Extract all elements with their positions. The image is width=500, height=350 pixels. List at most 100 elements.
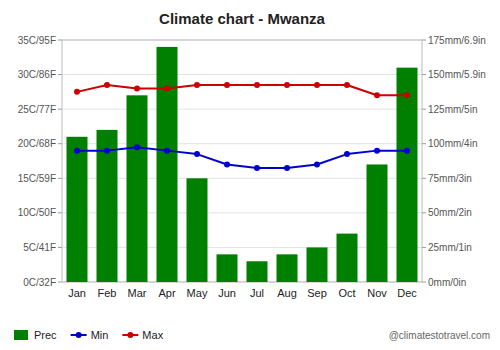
point [164,85,170,91]
y-tick [58,247,62,248]
y2-tick [422,143,426,144]
point [254,165,260,171]
bar [157,47,178,282]
legend-label: Prec [34,329,57,341]
chart-svg: Climate chart - Mwanza 0C/32F 5C/41F 10C/50… [0,0,500,350]
legend-marker [76,332,82,338]
x-tick-label: Nov [367,287,387,299]
x-tick-label: Oct [338,287,355,299]
x-tick-label: Jun [218,287,236,299]
x-tick-label: Mar [128,287,147,299]
point [374,148,380,154]
y2-tick-label: 125mm/5in [428,104,477,115]
y-tick [58,282,62,283]
point [314,82,320,88]
legend-item: Min [71,329,109,341]
legend-label: Min [91,329,109,341]
bar [277,254,298,282]
y-tick [58,109,62,110]
y-tick-label: 0C/32F [23,277,56,288]
bar [367,164,388,282]
y2-tick [422,178,426,179]
point [284,165,290,171]
x-tick-label: Sep [307,287,327,299]
y2-tick-label: 0mm/0in [428,277,466,288]
legend: Prec Min Max [14,329,164,341]
point [224,82,230,88]
bar [127,95,148,282]
y-tick [58,143,62,144]
plot-frame [62,40,422,282]
y2-tick-label: 150mm/5.9in [428,69,486,80]
chart-container: Climate chart - Mwanza 0C/32F 5C/41F 10C/50… [0,0,500,350]
point [344,151,350,157]
point [404,148,410,154]
grid [62,40,422,282]
y2-tick-label: 75mm/3in [428,173,472,184]
legend-item: Max [122,329,163,341]
y2-tick [422,109,426,110]
bar [187,178,208,282]
point [194,151,200,157]
annotation: @climatestotravel.com [389,330,490,341]
y2-tick-label: 50mm/2in [428,207,472,218]
x-tick-label: Jan [68,287,86,299]
marks [67,47,418,282]
point [284,82,290,88]
bar [337,234,358,282]
y-tick-label: 20C/68F [18,138,56,149]
point [104,82,110,88]
x-tick-label: Apr [158,287,175,299]
y-tick-label: 35C/95F [18,35,56,46]
y2-tick-label: 25mm/1in [428,242,472,253]
y2-tick-label: 100mm/4in [428,138,477,149]
axes: 0C/32F 5C/41F 10C/50F 15C/59F 20C/68F 25C/77F… [18,35,486,300]
line [77,85,407,95]
point [194,82,200,88]
y-tick-label: 10C/50F [18,207,56,218]
point [74,89,80,95]
x-tick-label: Jul [250,287,264,299]
point [344,82,350,88]
grid-line [62,109,422,110]
legend-label: Max [142,329,163,341]
grid-line [62,74,422,75]
bar [217,254,238,282]
point [164,148,170,154]
x-tick-label: Dec [397,287,417,299]
y-tick-label: 30C/86F [18,69,56,80]
y-tick-label: 15C/59F [18,173,56,184]
y-tick [58,74,62,75]
point [134,144,140,150]
bar [397,68,418,282]
bar [247,261,268,282]
point [254,82,260,88]
legend-swatch [14,330,28,340]
x-tick-label: Feb [98,287,117,299]
line [77,147,407,168]
y-tick-label: 5C/41F [23,242,56,253]
y2-tick-label: 175mm/6.9in [428,35,486,46]
y2-tick [422,247,426,248]
y2-tick [422,74,426,75]
y2-tick [422,212,426,213]
bar [307,247,328,282]
legend-marker [127,332,133,338]
x-tick-label: Aug [277,287,297,299]
legend-item: Prec [14,329,57,341]
y-tick [58,40,62,41]
title: Climate chart - Mwanza [159,10,326,27]
y-tick-label: 25C/77F [18,104,56,115]
bar [67,137,88,282]
y-tick [58,178,62,179]
point [74,148,80,154]
point [314,161,320,167]
x-tick-label: May [187,287,208,299]
point [134,85,140,91]
point [404,92,410,98]
y2-tick [422,40,426,41]
y2-tick [422,282,426,283]
bar [97,130,118,282]
y-tick [58,212,62,213]
point [224,161,230,167]
